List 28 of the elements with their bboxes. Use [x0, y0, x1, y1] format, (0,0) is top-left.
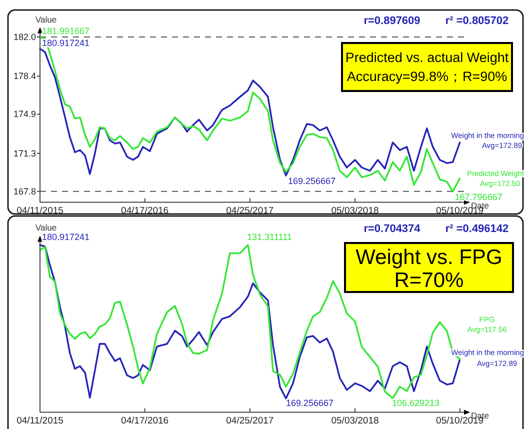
y-axis-title: Value: [35, 222, 57, 233]
y-tick-label: 174.9: [13, 109, 36, 120]
y-tick-label: 182.0: [13, 32, 36, 42]
text: 180.917241: [42, 232, 90, 242]
annotation: 169.256667: [286, 398, 334, 408]
x-tick-label: 04/25/2017: [226, 205, 274, 216]
x-tick-label: 04/11/2015: [16, 205, 64, 216]
annotation: 169.256667: [288, 176, 336, 186]
annotation: Predicted vs. actual Weight Accuracy=99.8%；R=90%: [345, 50, 509, 84]
y-tick-label: 167.8: [13, 186, 36, 196]
x-tick-label: 04/25/2017: [226, 415, 274, 426]
text: r² =0.496142: [445, 223, 509, 235]
x-tick-label: 04/17/2016: [121, 205, 169, 216]
y-tick-label: 171.3: [13, 148, 36, 158]
x-tick-label: 05/03/2018: [331, 415, 379, 426]
annotation: Weight vs. FPG R=70%: [356, 246, 502, 292]
annotation: 167.796667: [454, 192, 502, 202]
x-tick-label: 04/11/2015: [16, 415, 64, 426]
text: 131.311111: [247, 232, 292, 242]
y-tick-label: 178.4: [13, 71, 36, 82]
text: r=0.704374: [364, 223, 422, 235]
text: r² =0.805702: [445, 15, 509, 27]
annotation: 106.629213: [392, 398, 440, 408]
y-axis-title: Value: [35, 14, 57, 24]
x-tick-label: 05/03/2018: [331, 205, 379, 216]
annotation: 181.991667: [42, 26, 90, 36]
x-tick-label: 04/17/2016: [121, 415, 169, 426]
text: r=0.897609: [364, 15, 420, 27]
